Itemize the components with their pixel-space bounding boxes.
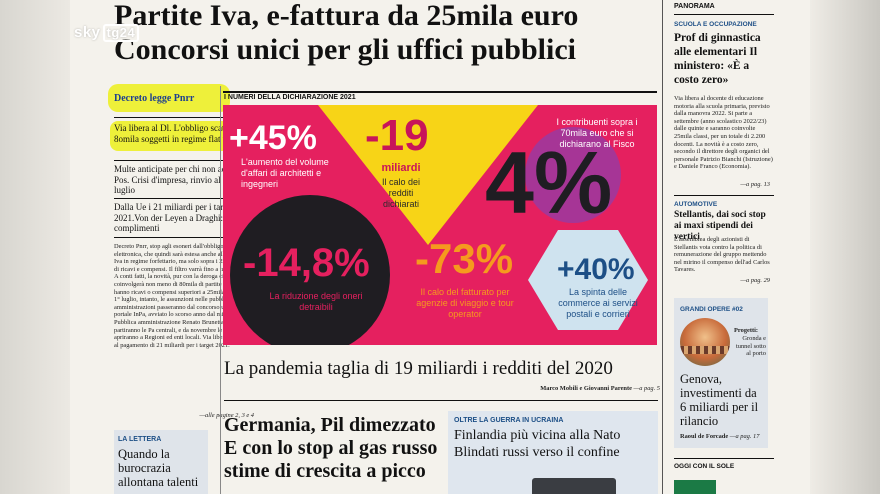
stat6-text: La spinta delle commerce ai servizi post…: [558, 287, 638, 319]
light-hexagon: [528, 230, 648, 330]
newspaper-page: Partite Iva, e-fattura da 25mila euro Co…: [70, 0, 810, 494]
infographic-shapes: [230, 105, 648, 345]
lettera-box: [114, 430, 208, 494]
background-right: [810, 0, 880, 494]
left-body-text: Decreto Pnrr, stop agli esoneri dall'obb…: [114, 243, 254, 349]
lettera-text: Quando la burocrazia allontana talenti: [118, 447, 199, 489]
divider: [114, 117, 254, 118]
left-item-2: Multe anticipate per chi non accetta i P…: [114, 164, 248, 195]
infographic-section-label: I NUMERI DELLA DICHIARAZIONE 2021: [224, 94, 356, 101]
stat6-value: +40%: [557, 253, 635, 286]
decreto-highlight: [108, 84, 230, 112]
lettera-label: LA LETTERA: [118, 436, 162, 443]
column-divider: [220, 86, 221, 494]
divider: [114, 160, 254, 161]
left-item-1-highlight: [110, 121, 230, 151]
stat4-value: -14,8%: [243, 241, 370, 285]
left-item-1: Via libera al Dl. L'obbligo scatta per 8…: [114, 123, 245, 144]
divider: [114, 237, 254, 238]
stat3-text: I contribuenti sopra i 70mila euro che s…: [556, 117, 638, 149]
stat4-text: La riduzione degli oneri detraibili: [269, 291, 363, 312]
left-item-3: Dalla Ue i 21 miliardi per i target 2021…: [114, 202, 235, 233]
dark-circle: [230, 195, 390, 345]
main-headline-line2: Concorsi unici per gli uffici pubblici: [114, 33, 576, 66]
decreto-label: Decreto legge Pnrr: [114, 93, 195, 104]
main-headline-line1: Partite Iva, e-fattura da 25mila euro: [114, 0, 579, 32]
stat3-value: 4%: [485, 133, 613, 232]
stat2-text: Il calo dei redditi dichiarati: [381, 177, 421, 209]
divider: [114, 198, 254, 199]
stat2-unit: miliardi: [381, 162, 421, 174]
stat5-value: -73%: [415, 235, 514, 282]
broadcaster-logo: sky tg24: [74, 24, 140, 42]
stat5-text: Il calo del fatturato per agenzie di via…: [416, 287, 514, 319]
stat2-value: -19: [365, 111, 429, 160]
stat1-text: L'aumento del volume d'affari di archite…: [241, 157, 329, 189]
background-left: [0, 0, 70, 494]
stat1-value: +45%: [229, 119, 317, 157]
purple-circle: [525, 127, 621, 223]
column-divider: [662, 0, 663, 494]
left-byline: —alle pagine 2, 3 e 4: [199, 412, 254, 419]
infographic-panel: +45% L'aumento del volume d'affari di ar…: [223, 105, 657, 345]
divider: [223, 91, 657, 93]
yellow-triangle: [318, 105, 538, 245]
